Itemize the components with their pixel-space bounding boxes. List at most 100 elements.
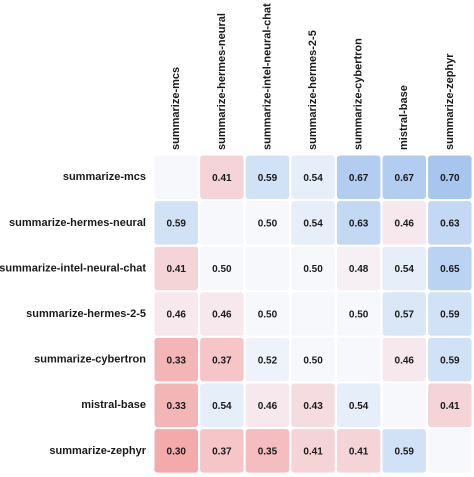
cell-label: 0.67 — [395, 173, 415, 184]
heatmap-cell — [336, 429, 381, 473]
cell-label: 0.59 — [440, 355, 460, 366]
cell-label: 0.50 — [303, 355, 323, 366]
cell-label: 0.52 — [258, 355, 278, 366]
heatmap-cell — [428, 246, 472, 291]
cell-label: 0.54 — [212, 401, 232, 412]
cell-label: 0.63 — [440, 218, 460, 229]
cell-label: 0.41 — [167, 264, 187, 275]
row-label: summarize-hermes-2-5 — [26, 308, 146, 320]
empty-cell — [428, 429, 472, 473]
cell-label: 0.35 — [258, 446, 278, 457]
heatmap-cell — [200, 155, 244, 199]
heatmap-cell — [291, 337, 335, 382]
cell-label: 0.65 — [440, 264, 460, 275]
row-label: summarize-intel-neural-chat — [0, 262, 146, 274]
row-label: summarize-cybertron — [34, 354, 146, 366]
cell-label: 0.37 — [212, 355, 232, 366]
heatmap-cell — [245, 201, 290, 245]
cell-label: 0.50 — [258, 218, 278, 229]
row-label: summarize-zephyr — [49, 445, 146, 457]
cell-label: 0.46 — [212, 310, 232, 321]
column-label: summarize-cybertron — [353, 38, 365, 150]
column-label: summarize-hermes-2-5 — [307, 30, 319, 150]
cell-label: 0.50 — [349, 310, 369, 321]
heatmap-cell — [336, 383, 381, 427]
heatmap-cell — [428, 383, 472, 427]
cell-label: 0.67 — [349, 173, 369, 184]
cell-label: 0.46 — [395, 355, 415, 366]
cell-label: 0.33 — [167, 401, 187, 412]
heatmap-cell — [336, 155, 381, 199]
empty-cell — [382, 383, 426, 427]
empty-cell — [200, 201, 244, 245]
heatmap-cell — [200, 337, 244, 382]
heatmap-cell — [382, 246, 426, 291]
column-label: summarize-mcs — [170, 67, 182, 150]
cell-label: 0.37 — [212, 446, 232, 457]
cell-label: 0.54 — [303, 218, 323, 229]
row-label: mistral-base — [81, 399, 146, 411]
empty-cell — [245, 246, 290, 291]
column-label: summarize-zephyr — [444, 53, 456, 150]
cell-label: 0.41 — [440, 401, 460, 412]
column-label: mistral-base — [398, 85, 410, 150]
cell-label: 0.63 — [349, 218, 369, 229]
cell-label: 0.59 — [440, 310, 460, 321]
cell-label: 0.59 — [395, 446, 415, 457]
cell-label: 0.54 — [349, 401, 369, 412]
heatmap-cell — [154, 201, 198, 245]
cell-label: 0.54 — [395, 264, 415, 275]
cell-label: 0.57 — [395, 310, 415, 321]
heatmap-cell — [154, 337, 198, 382]
heatmap-cell — [200, 246, 244, 291]
heatmap-cell — [291, 201, 335, 245]
cell-label: 0.30 — [167, 446, 187, 457]
empty-cell — [336, 337, 381, 382]
cell-label: 0.41 — [303, 446, 323, 457]
heatmap-cell — [245, 155, 290, 199]
row-label: summarize-mcs — [63, 171, 146, 183]
heatmap-cell — [428, 155, 472, 199]
heatmap-cell — [200, 383, 244, 427]
cell-label: 0.50 — [212, 264, 232, 275]
cell-label: 0.41 — [349, 446, 369, 457]
heatmap-cell — [154, 429, 198, 473]
cell-label: 0.50 — [258, 310, 278, 321]
heatmap-cell — [428, 337, 472, 382]
cell-label: 0.48 — [349, 264, 369, 275]
cell-label: 0.50 — [303, 264, 323, 275]
cell-label: 0.46 — [167, 310, 187, 321]
heatmap-cell — [291, 246, 335, 291]
empty-cell — [291, 292, 335, 336]
heatmap-cell — [200, 429, 244, 473]
heatmap-cell — [428, 201, 472, 245]
heatmap-cell — [200, 292, 244, 336]
cell-label: 0.46 — [395, 218, 415, 229]
heatmap-cell — [245, 337, 290, 382]
cell-label: 0.41 — [212, 173, 232, 184]
cell-label: 0.54 — [303, 173, 323, 184]
heatmap-cell — [291, 429, 335, 473]
column-label: summarize-hermes-neural — [216, 13, 228, 150]
heatmap-cell — [245, 429, 290, 473]
heatmap-cell — [245, 383, 290, 427]
heatmap-cell — [336, 201, 381, 245]
heatmap-cell — [154, 292, 198, 336]
row-label: summarize-hermes-neural — [9, 217, 146, 229]
heatmap-cell — [382, 337, 426, 382]
cell-label: 0.59 — [258, 173, 278, 184]
column-label: summarize-intel-neural-chat — [261, 3, 273, 150]
cell-label: 0.46 — [258, 401, 278, 412]
cell-label: 0.43 — [303, 401, 323, 412]
heatmap-cell — [154, 246, 198, 291]
heatmap-cell — [245, 292, 290, 336]
heatmap-cell — [336, 246, 381, 291]
heatmap-cell — [428, 292, 472, 336]
heatmap-cell — [336, 292, 381, 336]
heatmap-cell — [291, 155, 335, 199]
heatmap-cell — [382, 429, 426, 473]
cell-label: 0.33 — [167, 355, 187, 366]
cell-label: 0.59 — [167, 218, 187, 229]
heatmap-cell — [382, 292, 426, 336]
